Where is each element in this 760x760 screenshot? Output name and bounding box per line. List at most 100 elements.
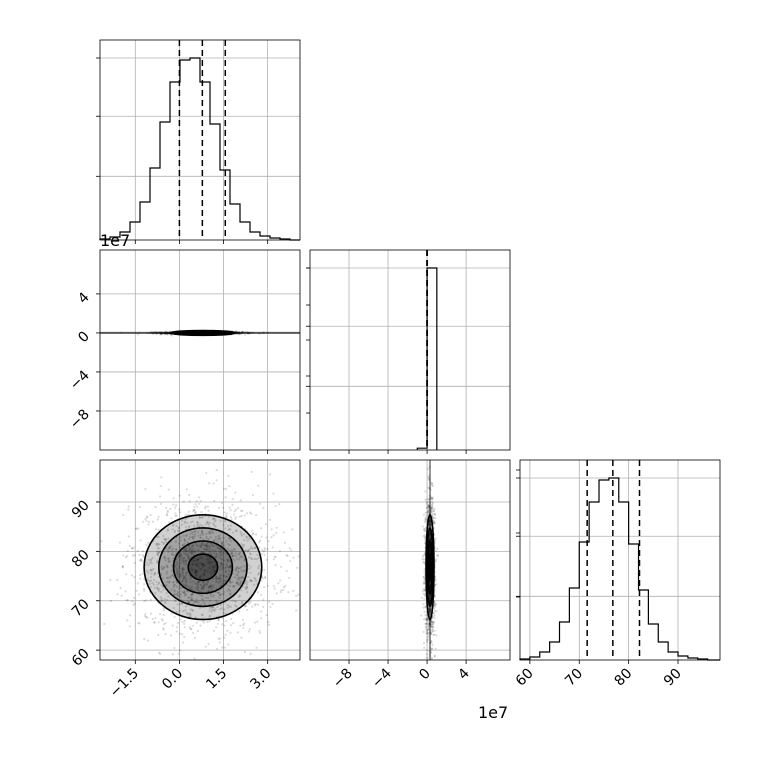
sample-point — [282, 586, 286, 589]
sample-point — [144, 612, 147, 616]
sample-point — [429, 520, 432, 523]
sample-point — [223, 487, 226, 490]
sample-point — [431, 513, 434, 516]
sample-point — [173, 615, 176, 618]
sample-point — [431, 624, 434, 628]
sample-point — [232, 513, 235, 516]
sample-point — [175, 581, 179, 584]
sample-point — [241, 509, 244, 513]
sample-point — [223, 636, 226, 639]
sample-point — [198, 502, 201, 505]
sample-point — [212, 482, 215, 485]
sample-point — [126, 619, 129, 622]
sample-point — [234, 569, 237, 572]
sample-point — [291, 589, 295, 592]
sample-point — [245, 580, 248, 583]
sample-point — [431, 630, 434, 633]
sample-point — [173, 529, 177, 532]
sample-point — [191, 544, 194, 547]
sample-point — [190, 593, 193, 596]
sample-point — [166, 511, 169, 514]
sample-point — [227, 559, 230, 562]
sample-point — [219, 608, 222, 611]
sample-point — [201, 585, 204, 588]
sample-point — [189, 547, 192, 550]
sample-point — [186, 590, 189, 593]
sample-point — [221, 558, 224, 561]
sample-point — [249, 571, 252, 574]
grid-1-0 — [100, 250, 300, 450]
sample-point — [201, 516, 204, 519]
sample-point — [201, 531, 204, 534]
sample-point — [227, 587, 230, 591]
sample-point — [219, 584, 223, 587]
sample-point — [435, 558, 438, 561]
sample-point — [428, 532, 432, 535]
sample-point — [210, 561, 213, 564]
sample-point — [227, 543, 230, 546]
sample-point — [249, 580, 252, 583]
sample-point — [172, 497, 175, 500]
sample-point — [225, 552, 228, 556]
sample-point — [422, 603, 425, 606]
sample-point — [425, 622, 429, 625]
sample-point — [231, 554, 234, 558]
sample-point — [428, 487, 431, 490]
sample-point — [183, 538, 186, 541]
sample-point — [142, 555, 145, 558]
sample-point — [201, 563, 204, 566]
sample-point — [242, 623, 245, 627]
sample-point — [430, 625, 433, 628]
sample-point — [190, 598, 193, 601]
sample-point — [279, 579, 282, 582]
sample-point — [203, 603, 206, 606]
sample-point — [166, 576, 169, 579]
sample-point — [229, 617, 233, 621]
sample-point — [215, 479, 218, 482]
sample-point — [245, 586, 249, 589]
sample-point — [209, 542, 213, 545]
sample-point — [429, 596, 432, 599]
sample-point — [197, 549, 200, 552]
sample-point — [237, 576, 240, 579]
sample-point — [197, 601, 200, 604]
sample-point — [209, 594, 213, 597]
sample-point — [174, 506, 177, 509]
sample-point — [147, 571, 150, 574]
sample-point — [176, 569, 179, 572]
sample-point — [222, 536, 225, 539]
sample-point — [143, 599, 146, 603]
sample-point — [246, 586, 249, 589]
sample-point — [429, 641, 432, 645]
sample-point — [159, 502, 163, 505]
sample-point — [238, 558, 241, 561]
sample-point — [145, 569, 148, 572]
sample-point — [206, 521, 209, 524]
sample-point — [207, 515, 211, 518]
sample-point — [219, 562, 222, 565]
sample-point — [178, 587, 181, 590]
sample-point — [179, 593, 182, 596]
sample-point — [206, 522, 209, 525]
sample-point — [184, 563, 188, 566]
sample-point — [211, 584, 214, 587]
sample-point — [422, 513, 425, 516]
sample-point — [432, 625, 435, 629]
sample-point — [431, 497, 434, 500]
sample-point — [430, 628, 434, 631]
sample-point — [240, 532, 243, 536]
sample-point — [278, 503, 281, 506]
sample-point — [431, 508, 434, 511]
x-tick-label: 4 — [455, 665, 473, 683]
sample-point — [429, 651, 432, 654]
sample-point — [203, 544, 206, 547]
sample-point — [264, 576, 267, 579]
sample-point — [207, 586, 210, 589]
sample-point — [432, 512, 435, 515]
sample-point — [432, 622, 435, 626]
sample-point — [208, 603, 211, 606]
sample-point — [118, 541, 121, 544]
sample-point — [153, 586, 156, 590]
sample-point — [427, 511, 430, 514]
sample-point — [424, 605, 427, 609]
